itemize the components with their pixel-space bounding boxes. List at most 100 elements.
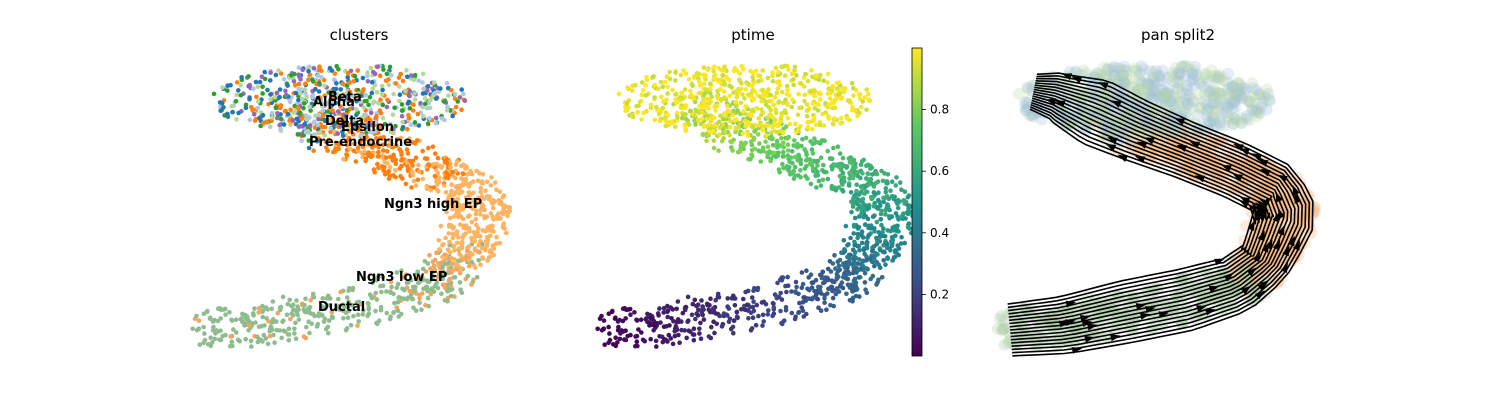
cluster-point — [425, 261, 431, 266]
cluster-point — [410, 108, 416, 113]
cluster-point — [261, 332, 267, 338]
cluster-point — [483, 248, 488, 253]
cluster-point — [493, 241, 499, 246]
ptime-point — [721, 89, 727, 94]
cluster-point — [340, 129, 345, 135]
ptime-point — [859, 240, 865, 246]
cluster-point — [437, 247, 442, 252]
ptime-point — [872, 263, 877, 269]
ptime-point — [883, 212, 888, 217]
ptime-point — [685, 294, 691, 300]
cluster-point — [408, 73, 414, 78]
pan-point — [1228, 112, 1241, 125]
cluster-point — [387, 64, 393, 70]
ptime-point — [665, 84, 670, 90]
ptime-point — [812, 288, 817, 294]
ptime-point — [838, 120, 844, 126]
cluster-point — [397, 147, 402, 152]
cluster-point — [319, 103, 325, 109]
ptime-point — [851, 278, 857, 283]
cluster-point — [454, 159, 460, 164]
cluster-point — [431, 161, 437, 167]
ptime-point — [865, 177, 871, 182]
ptime-point — [813, 159, 819, 165]
cluster-point — [437, 179, 442, 184]
ptime-point — [606, 340, 611, 346]
ptime-point — [734, 94, 740, 100]
cluster-point — [368, 154, 374, 160]
cluster-point — [433, 96, 439, 101]
cluster-point — [293, 90, 299, 96]
ptime-point — [664, 74, 670, 79]
ptime-point — [804, 108, 810, 113]
cluster-point — [439, 291, 444, 297]
cluster-point — [317, 80, 322, 86]
cluster-point — [229, 317, 234, 323]
ptime-point — [845, 264, 850, 270]
cluster-point — [405, 101, 411, 106]
cluster-point — [344, 326, 350, 331]
ptime-point — [792, 316, 798, 322]
ptime-point — [680, 111, 685, 116]
cluster-point — [490, 197, 496, 203]
ptime-point — [880, 178, 886, 184]
cluster-point — [478, 212, 483, 217]
cluster-point — [320, 296, 326, 301]
cluster-point — [225, 88, 230, 93]
ptime-point — [732, 118, 737, 123]
cluster-point — [405, 280, 411, 285]
ptime-point — [677, 340, 682, 346]
ptime-point — [799, 143, 804, 149]
cluster-point — [449, 87, 454, 93]
cluster-point — [380, 102, 386, 108]
ptime-point — [771, 142, 776, 148]
ptime-point — [733, 129, 738, 135]
cluster-point — [363, 112, 369, 118]
ptime-point — [706, 105, 711, 111]
cluster-point — [461, 182, 467, 188]
ptime-point — [895, 201, 900, 207]
cluster-point — [409, 185, 414, 190]
ptime-point — [719, 97, 724, 102]
pan-point — [1157, 89, 1170, 102]
ptime-point — [773, 117, 778, 123]
cluster-point — [221, 105, 226, 110]
ptime-point — [692, 297, 698, 303]
ptime-point — [682, 328, 687, 333]
cluster-point — [310, 291, 316, 297]
cluster-point — [463, 256, 468, 261]
cluster-point — [416, 78, 422, 83]
ptime-point — [862, 95, 868, 100]
ptime-point — [825, 71, 831, 77]
ptime-point — [722, 68, 727, 73]
cluster-point — [441, 255, 447, 261]
ptime-point — [862, 270, 868, 276]
cluster-point — [386, 82, 392, 88]
ptime-point — [802, 98, 807, 104]
ptime-point — [825, 277, 831, 283]
cluster-point — [474, 208, 479, 214]
ptime-point — [840, 170, 846, 176]
ptime-point — [727, 118, 733, 124]
ptime-point — [698, 336, 704, 342]
cluster-point — [369, 79, 375, 85]
cluster-point — [478, 262, 483, 268]
cluster-point — [388, 154, 393, 160]
cluster-point — [373, 119, 378, 125]
ptime-point — [846, 183, 852, 188]
cluster-point — [335, 131, 341, 136]
cluster-point — [427, 279, 432, 285]
cluster-point — [355, 93, 361, 98]
ptime-point — [793, 154, 798, 160]
ptime-point — [869, 248, 875, 254]
cluster-point — [212, 317, 217, 323]
ptime-point — [826, 114, 831, 119]
ptime-point — [855, 231, 861, 237]
cluster-point — [410, 296, 416, 302]
cluster-point — [350, 132, 356, 137]
cluster-point — [352, 73, 358, 79]
ptime-point — [710, 306, 716, 312]
ptime-point — [841, 238, 847, 243]
cluster-point — [361, 308, 366, 313]
ptime-point — [830, 105, 835, 111]
